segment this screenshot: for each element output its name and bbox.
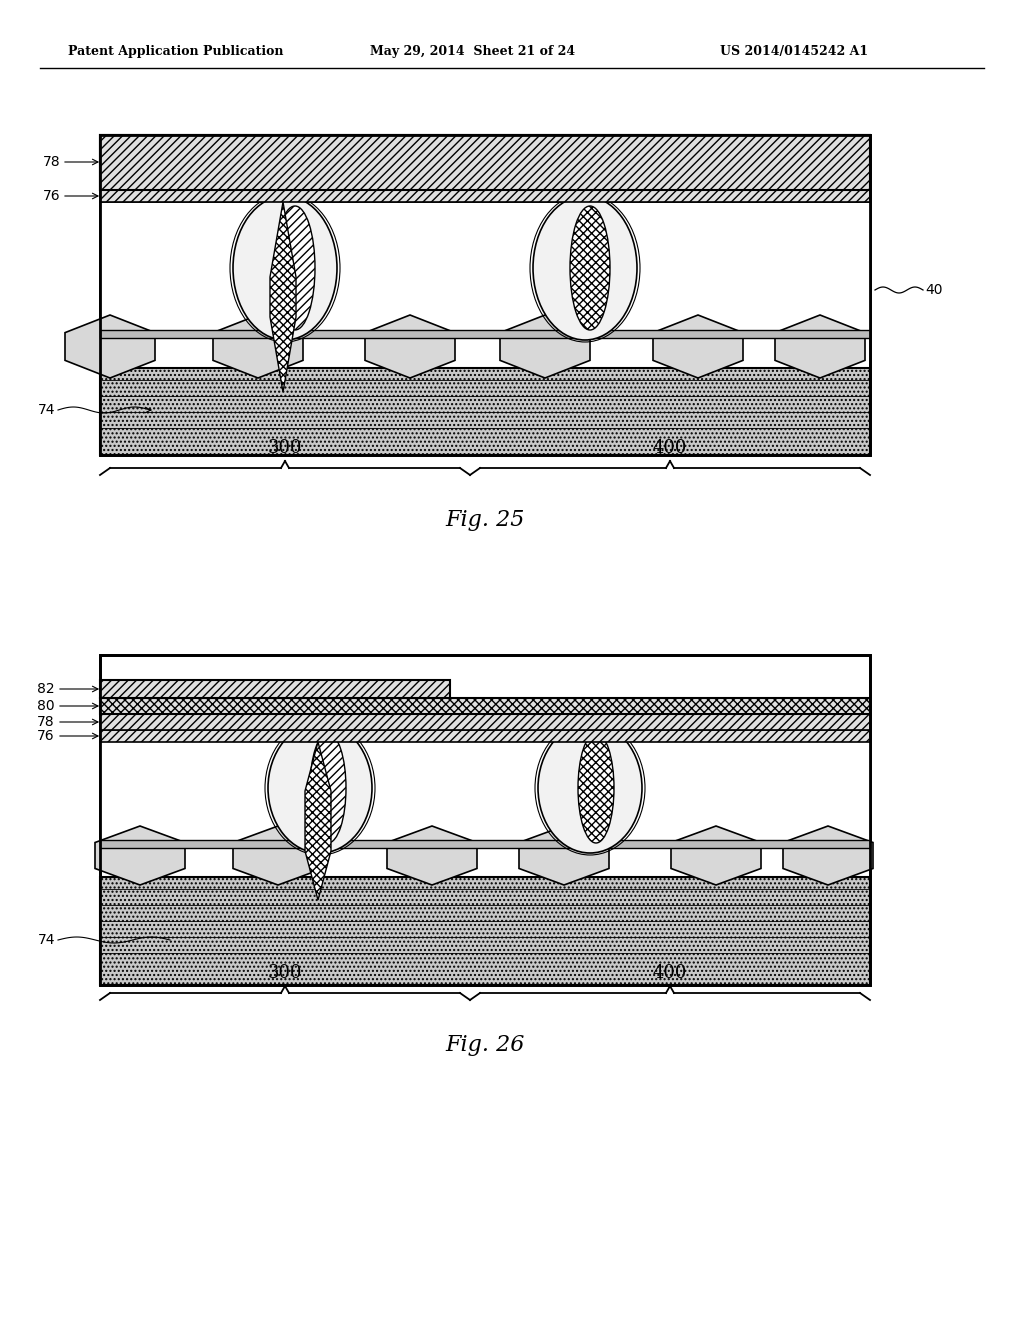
Bar <box>100 876 870 985</box>
Ellipse shape <box>570 206 610 330</box>
Bar <box>100 730 870 742</box>
Text: US 2014/0145242 A1: US 2014/0145242 A1 <box>720 45 868 58</box>
Bar <box>100 714 870 730</box>
Text: Fig. 26: Fig. 26 <box>445 1034 524 1056</box>
Text: May 29, 2014  Sheet 21 of 24: May 29, 2014 Sheet 21 of 24 <box>370 45 575 58</box>
Bar <box>100 135 870 190</box>
Ellipse shape <box>233 195 337 341</box>
Text: 300: 300 <box>267 440 302 457</box>
Text: 76: 76 <box>42 189 60 203</box>
Text: 74: 74 <box>38 403 55 417</box>
Bar <box>100 368 870 455</box>
Polygon shape <box>783 826 873 884</box>
Text: 300: 300 <box>267 964 302 982</box>
Bar <box>100 655 870 985</box>
Polygon shape <box>305 742 331 900</box>
Text: Fig. 25: Fig. 25 <box>445 510 524 531</box>
Bar <box>100 190 870 202</box>
Text: 76: 76 <box>37 729 55 743</box>
Ellipse shape <box>538 723 642 853</box>
Ellipse shape <box>578 733 614 843</box>
Text: 40: 40 <box>925 282 942 297</box>
Bar <box>100 135 870 455</box>
Bar <box>100 330 870 338</box>
Bar <box>100 135 870 190</box>
Polygon shape <box>653 315 743 378</box>
Polygon shape <box>233 826 323 884</box>
Text: 78: 78 <box>42 154 60 169</box>
Text: Patent Application Publication: Patent Application Publication <box>68 45 284 58</box>
Polygon shape <box>95 826 185 884</box>
Bar <box>100 680 450 698</box>
Ellipse shape <box>534 195 637 341</box>
Bar <box>100 742 870 840</box>
Polygon shape <box>775 315 865 378</box>
Polygon shape <box>65 315 155 378</box>
Text: 400: 400 <box>653 964 687 982</box>
Polygon shape <box>671 826 761 884</box>
Polygon shape <box>365 315 455 378</box>
Bar <box>100 202 870 330</box>
Ellipse shape <box>275 206 315 330</box>
Text: 80: 80 <box>37 700 55 713</box>
Bar <box>100 190 870 202</box>
Polygon shape <box>387 826 477 884</box>
Polygon shape <box>519 826 609 884</box>
Ellipse shape <box>310 733 346 843</box>
Text: 74: 74 <box>38 933 55 946</box>
Text: 400: 400 <box>653 440 687 457</box>
Bar <box>100 655 870 985</box>
Bar <box>100 135 870 455</box>
Bar <box>100 698 870 714</box>
Polygon shape <box>213 315 303 378</box>
Ellipse shape <box>268 723 372 853</box>
Text: 82: 82 <box>37 682 55 696</box>
Bar <box>100 840 870 847</box>
Polygon shape <box>500 315 590 378</box>
Polygon shape <box>270 202 296 392</box>
Text: 78: 78 <box>37 715 55 729</box>
